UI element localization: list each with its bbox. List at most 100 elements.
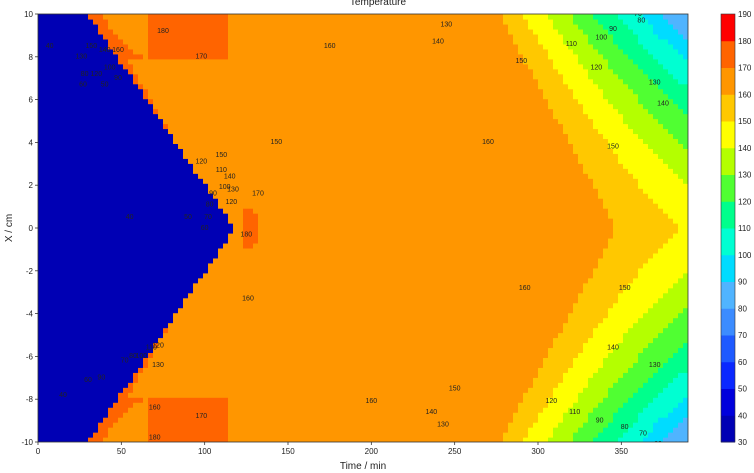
contour-cell xyxy=(313,123,319,130)
contour-cell xyxy=(238,307,244,314)
contour-cell xyxy=(313,322,319,329)
contour-cell xyxy=(203,113,209,120)
contour-cell xyxy=(323,23,329,30)
contour-cell xyxy=(193,327,199,334)
contour-cell xyxy=(273,138,279,144)
contour-cell xyxy=(293,287,299,294)
contour-cell xyxy=(193,48,199,55)
contour-cell xyxy=(88,218,94,224)
contour-cell xyxy=(248,123,254,130)
contour-cell xyxy=(188,297,194,304)
contour-cell xyxy=(278,382,284,388)
contour-cell xyxy=(198,432,204,438)
contour-cell xyxy=(248,362,254,368)
contour-cell xyxy=(228,272,234,279)
contour-cell xyxy=(93,58,99,65)
contour-cell xyxy=(68,387,74,393)
contour-cell xyxy=(148,53,154,60)
contour-cell xyxy=(128,208,134,214)
contour-cell xyxy=(78,387,84,393)
contour-cell xyxy=(273,48,279,55)
contour-cell xyxy=(53,402,59,408)
contour-cell xyxy=(273,277,279,284)
contour-cell xyxy=(58,68,64,75)
contour-cell xyxy=(183,38,189,45)
contour-cell xyxy=(83,78,89,85)
contour-cell xyxy=(208,322,214,329)
contour-cell xyxy=(73,312,79,319)
contour-cell xyxy=(298,327,304,334)
contour-cell xyxy=(208,98,214,105)
contour-cell xyxy=(313,287,319,294)
contour-cell xyxy=(148,188,154,194)
contour-cell xyxy=(263,242,269,249)
contour-cell xyxy=(173,23,179,30)
contour-cell xyxy=(128,223,134,229)
contour-cell xyxy=(193,322,199,329)
contour-cell xyxy=(163,292,169,299)
contour-cell xyxy=(143,352,149,358)
contour-cell xyxy=(58,14,64,20)
contour-cell xyxy=(83,287,89,294)
contour-cell xyxy=(158,267,164,274)
contour-cell xyxy=(143,377,149,383)
contour-cell xyxy=(193,252,199,259)
contour-cell xyxy=(148,148,154,154)
contour-cell xyxy=(43,292,49,299)
contour-cell xyxy=(313,118,319,125)
contour-cell xyxy=(183,183,189,189)
contour-cell xyxy=(228,377,234,383)
contour-cell xyxy=(273,317,279,324)
contour-cell xyxy=(108,287,114,294)
contour-cell xyxy=(248,292,254,299)
contour-cell xyxy=(293,367,299,373)
contour-cell xyxy=(248,367,254,373)
contour-cell xyxy=(138,88,144,95)
contour-cell xyxy=(283,352,289,358)
contour-cell xyxy=(208,427,214,433)
contour-cell xyxy=(293,103,299,110)
contour-cell xyxy=(248,272,254,279)
contour-cell xyxy=(43,277,49,284)
contour-cell xyxy=(108,342,114,349)
contour-cell xyxy=(183,88,189,95)
contour-cell xyxy=(68,417,74,423)
contour-cell xyxy=(203,367,209,373)
contour-cell xyxy=(258,232,264,239)
contour-cell xyxy=(93,317,99,324)
contour-cell xyxy=(293,232,299,239)
contour-cell xyxy=(103,218,109,224)
contour-cell xyxy=(298,432,304,438)
contour-cell xyxy=(308,362,314,368)
contour-cell xyxy=(308,382,314,388)
contour-cell xyxy=(233,337,239,344)
contour-cell xyxy=(218,432,224,438)
contour-cell xyxy=(303,28,309,35)
contour-cell xyxy=(38,38,44,45)
contour-cell xyxy=(48,382,54,388)
contour-cell xyxy=(73,377,79,383)
contour-cell xyxy=(263,277,269,284)
contour-cell xyxy=(283,347,289,354)
contour-cell xyxy=(148,18,154,25)
contour-cell xyxy=(293,262,299,269)
contour-cell xyxy=(303,412,309,418)
contour-cell xyxy=(278,228,284,234)
contour-cell xyxy=(178,218,184,224)
contour-cell xyxy=(128,128,134,135)
contour-cell xyxy=(313,297,319,304)
contour-cell xyxy=(253,223,259,229)
contour-cell xyxy=(53,183,59,189)
contour-cell xyxy=(293,352,299,358)
contour-cell xyxy=(98,38,104,45)
contour-cell xyxy=(283,178,289,184)
contour-cell xyxy=(118,262,124,269)
contour-cell xyxy=(203,78,209,85)
contour-cell xyxy=(168,272,174,279)
contour-cell xyxy=(158,397,164,403)
contour-cell xyxy=(103,292,109,299)
contour-cell xyxy=(278,158,284,164)
contour-cell xyxy=(173,103,179,110)
contour-cell xyxy=(163,437,169,442)
contour-cell xyxy=(128,98,134,105)
